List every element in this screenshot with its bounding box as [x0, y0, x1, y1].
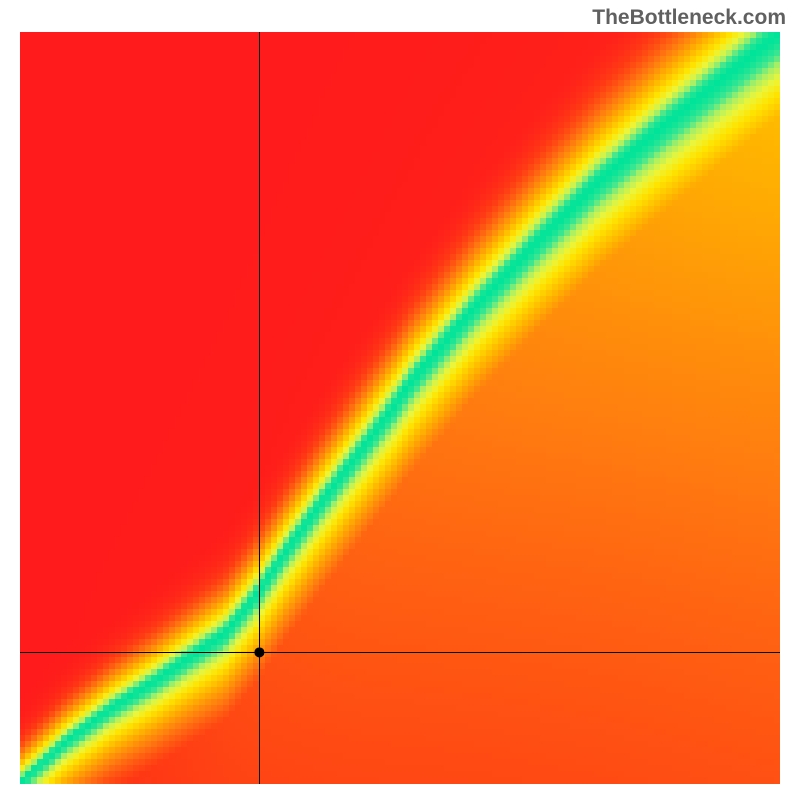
- crosshair-overlay: [20, 32, 780, 784]
- watermark-text: TheBottleneck.com: [592, 6, 786, 30]
- bottleneck-heatmap: [20, 32, 780, 784]
